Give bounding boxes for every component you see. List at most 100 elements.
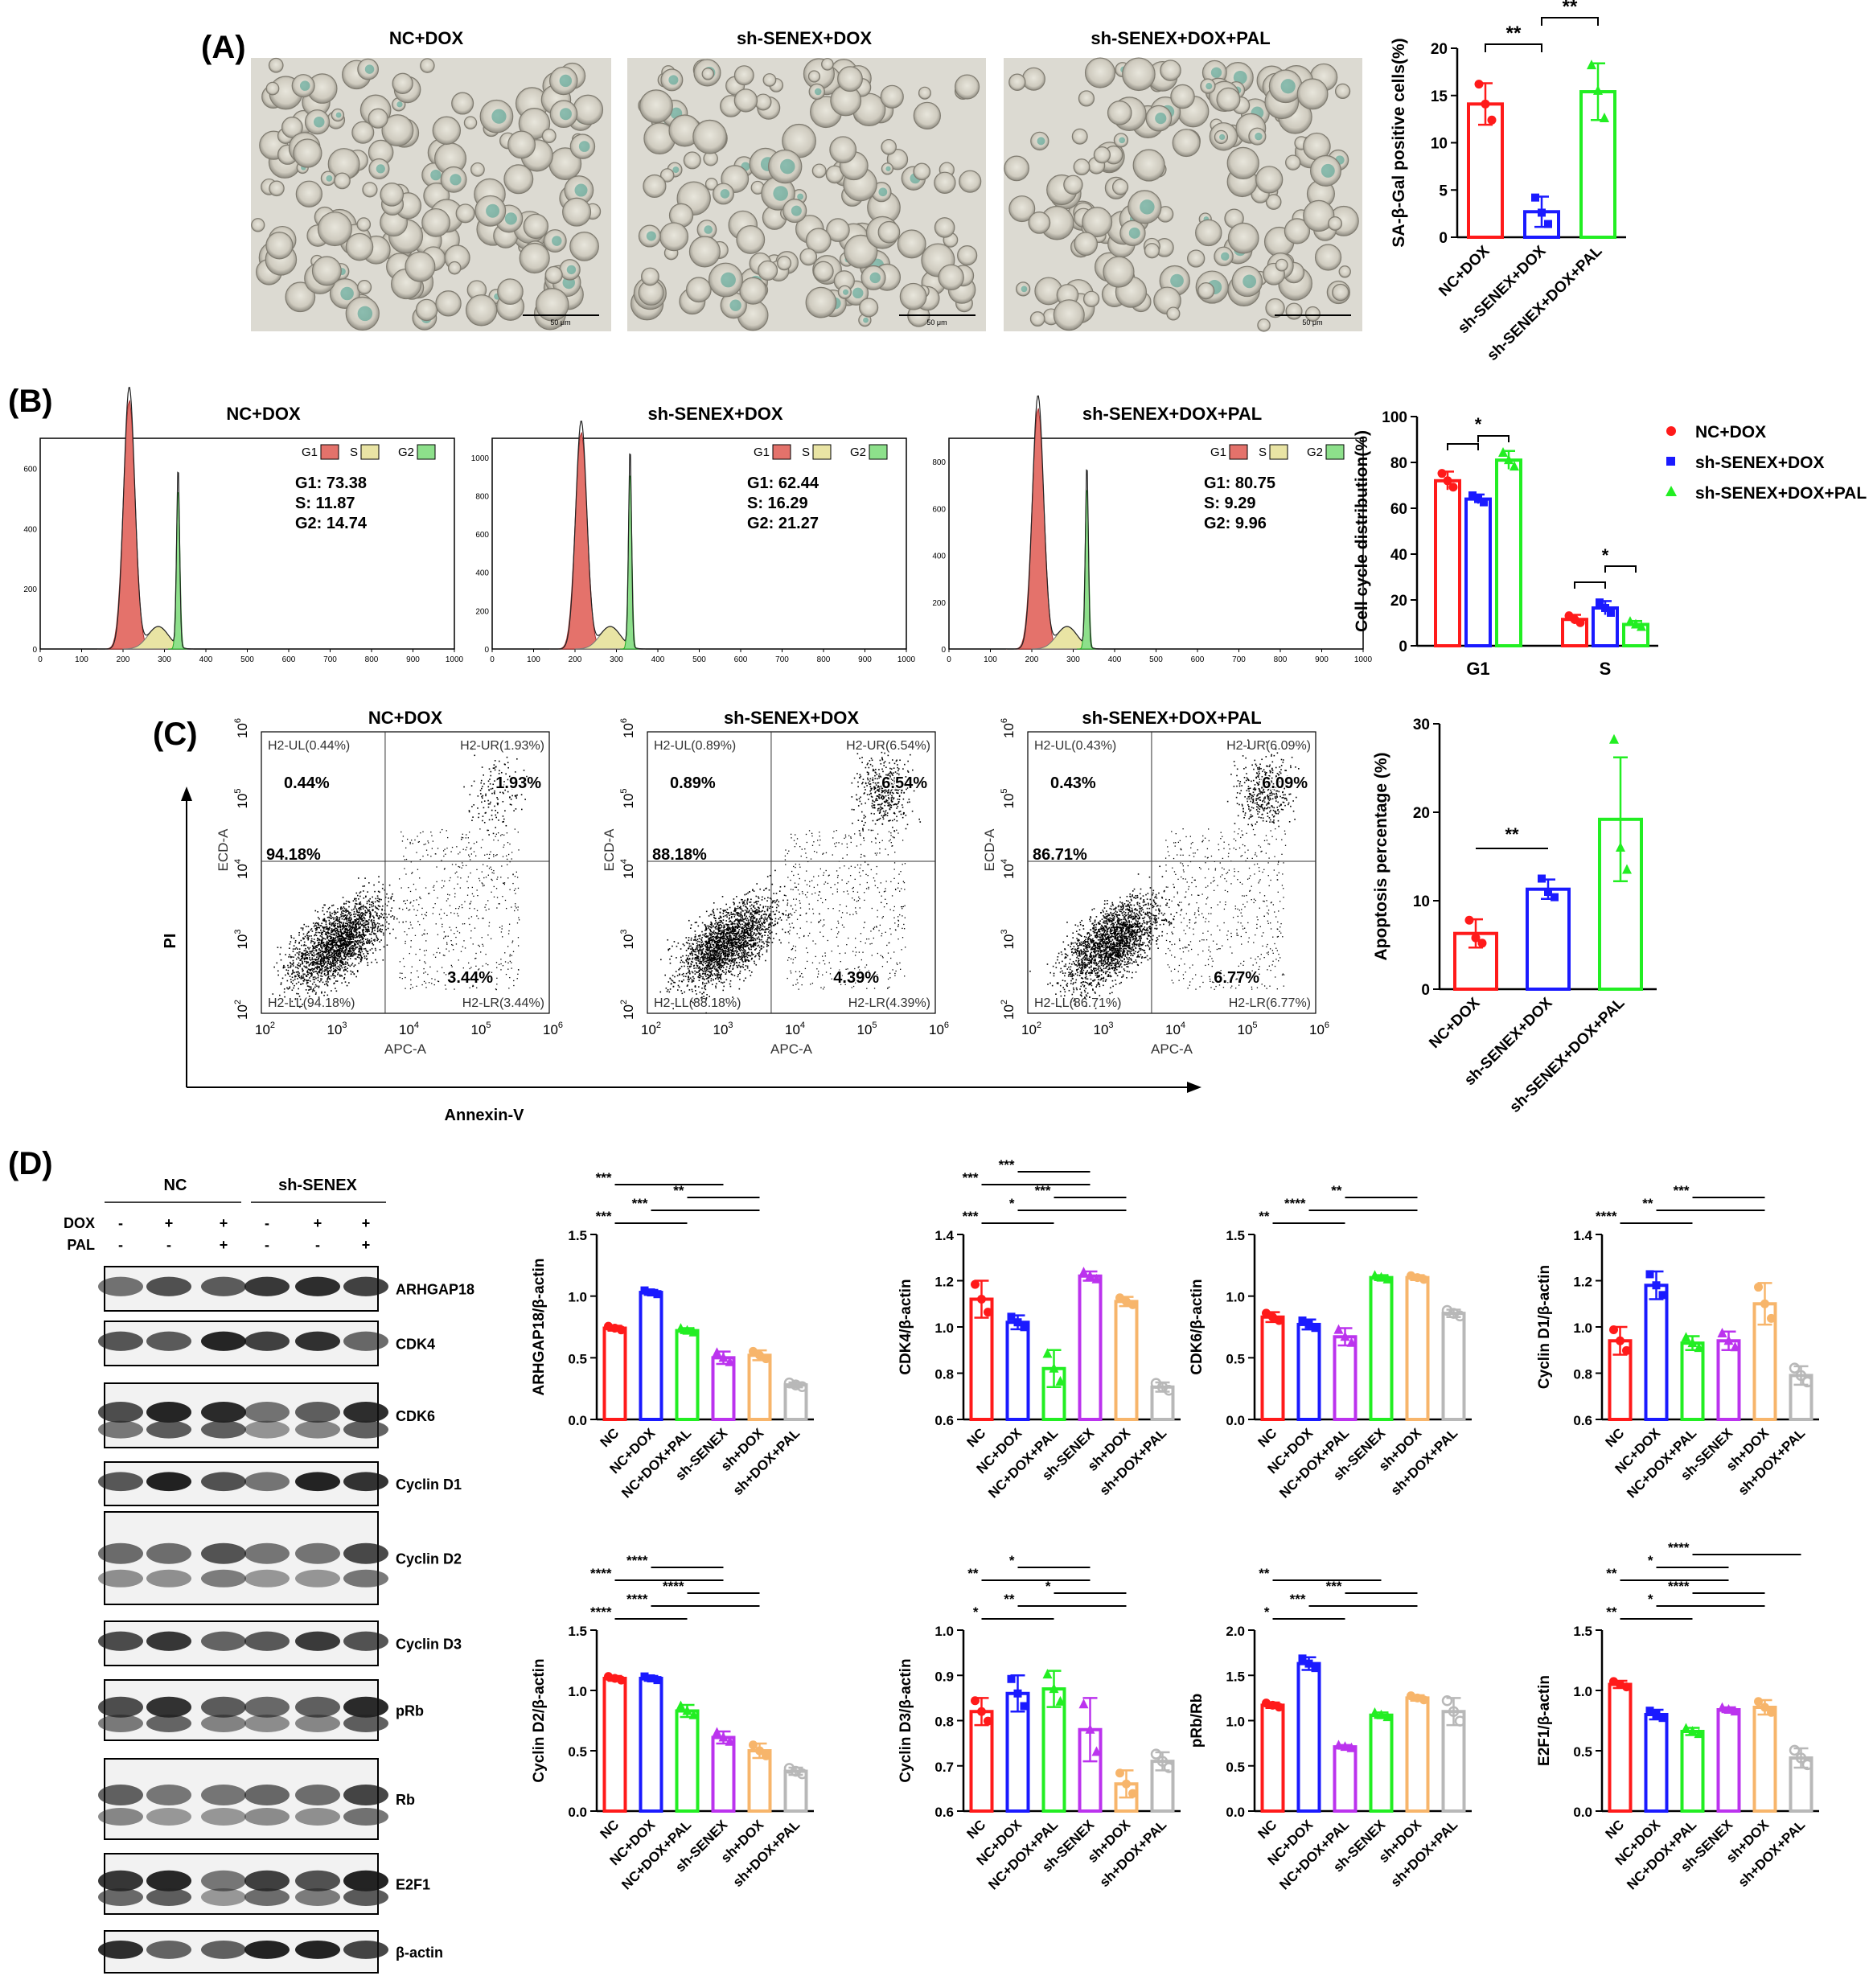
event-dot: [705, 947, 708, 948]
histogram-y-tick: 800: [932, 458, 946, 467]
event-dot: [513, 980, 515, 982]
stained-cell-spot: [780, 158, 795, 175]
event-dot: [371, 940, 372, 942]
panel-label-b: (B): [8, 384, 53, 419]
event-dot: [776, 903, 778, 906]
event-dot: [359, 906, 360, 909]
event-dot: [495, 816, 497, 819]
event-dot: [353, 941, 355, 943]
event-dot: [713, 949, 716, 951]
histogram-y-tick: 400: [23, 525, 37, 534]
event-dot: [345, 969, 347, 971]
event-dot: [700, 960, 701, 963]
event-dot: [344, 973, 346, 976]
event-dot: [294, 976, 296, 978]
event-dot: [744, 903, 746, 906]
event-dot: [754, 929, 756, 930]
event-dot: [367, 940, 368, 942]
cell: [435, 290, 462, 317]
event-dot: [762, 923, 763, 926]
event-dot: [319, 925, 321, 926]
event-dot: [460, 838, 462, 840]
data-point: [1593, 84, 1603, 95]
event-dot: [728, 918, 730, 920]
event-dot: [332, 939, 334, 942]
event-dot: [507, 946, 509, 947]
event-dot: [298, 988, 299, 990]
event-dot: [290, 963, 292, 965]
event-dot: [323, 938, 325, 939]
y-tick-label: 100: [1382, 409, 1407, 426]
event-dot: [479, 828, 481, 830]
event-dot: [300, 927, 302, 929]
event-dot: [410, 861, 412, 863]
event-dot: [471, 886, 473, 889]
event-dot: [705, 951, 707, 954]
event-dot: [355, 930, 357, 931]
event-dot: [431, 983, 433, 984]
event-dot: [292, 951, 294, 952]
event-dot: [310, 962, 312, 964]
event-dot: [748, 930, 750, 931]
cell: [777, 256, 792, 271]
event-dot: [366, 902, 368, 905]
event-dot: [478, 944, 479, 947]
event-dot: [347, 910, 349, 912]
event-dot: [405, 921, 407, 922]
event-dot: [308, 935, 310, 937]
event-dot: [318, 967, 319, 968]
event-dot: [699, 943, 700, 946]
event-dot: [372, 922, 373, 925]
significance-bracket: [1574, 581, 1606, 589]
event-dot: [335, 943, 338, 945]
event-dot: [762, 929, 764, 930]
event-dot: [764, 922, 766, 923]
event-dot: [333, 925, 335, 927]
event-dot: [401, 972, 403, 974]
event-dot: [410, 972, 412, 974]
event-dot: [340, 931, 342, 933]
event-dot: [510, 778, 512, 779]
event-dot: [493, 869, 495, 872]
event-dot: [733, 923, 736, 925]
event-dot: [280, 947, 281, 949]
event-dot: [709, 928, 711, 930]
event-dot: [692, 949, 695, 951]
event-dot: [704, 951, 707, 952]
event-dot: [466, 894, 469, 896]
event-dot: [331, 963, 334, 964]
event-dot: [321, 992, 322, 994]
event-dot: [314, 976, 316, 978]
scale-bar-2: 50 μm: [899, 314, 976, 327]
event-dot: [316, 963, 318, 965]
cell: [1304, 306, 1321, 322]
event-dot: [340, 922, 343, 924]
event-dot: [332, 972, 335, 975]
event-dot: [343, 918, 345, 921]
event-dot: [493, 885, 495, 888]
event-dot: [315, 925, 317, 927]
event-dot: [324, 951, 327, 954]
event-dot: [287, 988, 290, 990]
event-dot: [491, 815, 493, 816]
event-dot: [668, 991, 671, 993]
event-dot: [704, 955, 706, 958]
event-dot: [503, 844, 505, 846]
event-dot: [737, 957, 740, 959]
event-dot: [712, 939, 713, 941]
event-dot: [331, 929, 333, 931]
event-dot: [735, 957, 737, 959]
event-dot: [303, 979, 306, 981]
event-dot: [349, 926, 351, 928]
event-dot: [694, 949, 696, 951]
significance-bracket: [1447, 443, 1479, 450]
event-dot: [357, 943, 359, 945]
histogram-stat: G2: 9.96: [1204, 515, 1267, 532]
event-dot: [315, 929, 317, 931]
event-dot: [691, 988, 693, 991]
significance-bracket: [1477, 435, 1509, 442]
event-dot: [351, 942, 352, 944]
event-dot: [326, 955, 327, 957]
event-dot: [718, 924, 721, 926]
event-dot: [358, 941, 359, 943]
